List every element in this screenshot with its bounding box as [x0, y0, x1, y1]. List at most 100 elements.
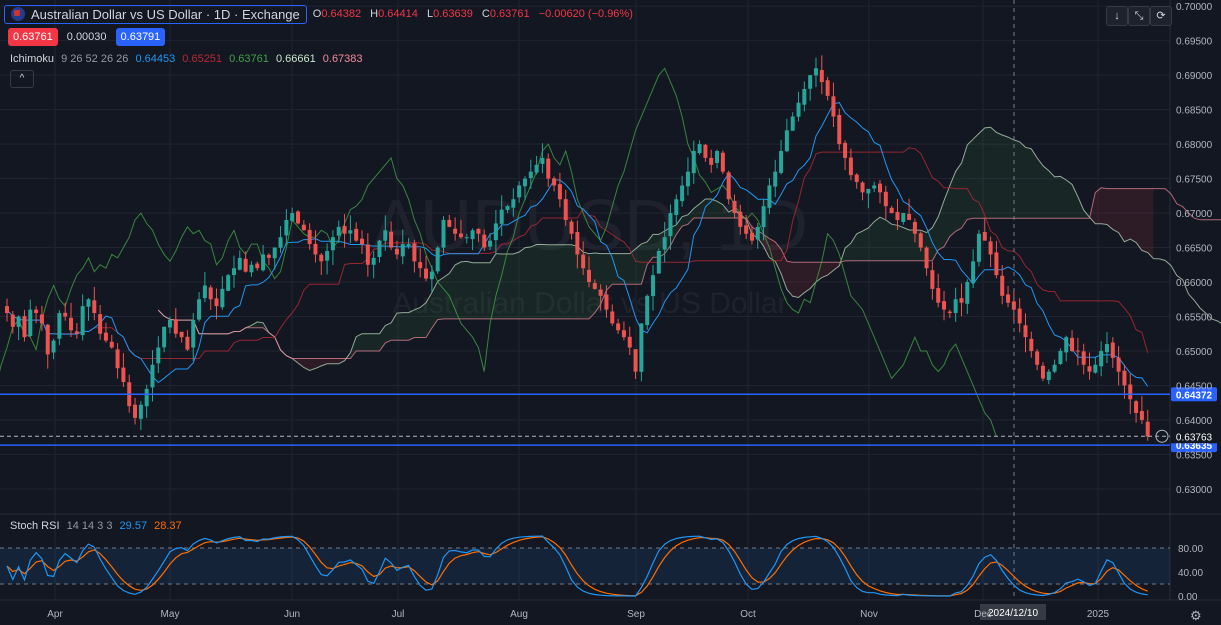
cloud-segment: [519, 247, 525, 319]
cloud-segment: [332, 358, 339, 364]
candle-body: [779, 151, 784, 173]
cloud-segment: [507, 253, 514, 319]
candle-body: [802, 88, 807, 105]
candle-body: [819, 69, 824, 83]
stoch-rsi-legend: Stoch RSI 14 14 3 3 29.57 28.37: [10, 520, 186, 532]
cloud-segment: [868, 221, 875, 261]
candle-body: [336, 226, 341, 236]
candle-body: [895, 212, 900, 220]
candle-body: [325, 250, 330, 261]
candle-body: [587, 269, 591, 283]
time-axis-label: Dec: [974, 609, 992, 620]
buy-button[interactable]: 0.63791: [115, 28, 166, 46]
cloud-segment: [455, 261, 461, 319]
cloud-segment: [996, 132, 1003, 219]
cloud-segment: [856, 231, 863, 261]
candle-body: [854, 174, 859, 183]
candle-body: [1052, 364, 1057, 372]
candle-body: [220, 288, 225, 308]
candle-body: [418, 262, 423, 269]
candle-body: [191, 319, 196, 348]
price-axis-label: 0.65500: [1176, 312, 1213, 323]
price-label-box: [1171, 387, 1217, 402]
last-price-label: 0.63763: [1176, 432, 1213, 443]
candle-body: [522, 178, 527, 187]
candle-body: [458, 233, 463, 238]
refresh-icon[interactable]: ⟳: [1150, 6, 1172, 26]
candle-body: [790, 116, 795, 131]
candle-body: [860, 182, 865, 193]
cloud-segment: [396, 312, 403, 341]
candle-body: [16, 316, 21, 327]
collapse-legend-button[interactable]: ^: [10, 70, 34, 88]
time-axis-label: Jun: [284, 609, 300, 620]
cloud-segment: [548, 244, 555, 319]
candle-body: [1134, 401, 1139, 414]
candle-body: [528, 171, 533, 179]
candle-body: [732, 200, 737, 214]
cloud-segment: [536, 244, 543, 319]
ohlc-open-label: O: [312, 8, 322, 20]
candle-body: [278, 237, 283, 248]
candle-body: [162, 326, 167, 348]
aud-flag-icon: [11, 7, 25, 21]
candle-body: [912, 221, 917, 234]
add-alert-icon: [1155, 429, 1169, 443]
stoch-band: [0, 548, 1170, 584]
cloud-segment: [484, 262, 491, 319]
candle-body: [354, 228, 359, 241]
settings-gear-icon[interactable]: ⚙: [1190, 608, 1202, 623]
cloud-segment: [1141, 188, 1148, 253]
candle-body: [808, 75, 813, 89]
candle-body: [330, 237, 335, 251]
candle-body: [674, 199, 679, 216]
price-axis-label: 0.65000: [1176, 347, 1213, 358]
candle-body: [266, 254, 271, 258]
candle-body: [226, 275, 231, 291]
candle-body: [342, 226, 347, 234]
candle-body: [499, 209, 504, 224]
stoch-rsi-pane: 80.00 40.00 0.00: [0, 535, 1203, 603]
candle-body: [953, 299, 958, 314]
candle-body: [924, 247, 929, 269]
cloud-segment: [1136, 188, 1142, 251]
scroll-down-icon[interactable]: ↓: [1106, 6, 1128, 26]
cloud-segment: [478, 262, 485, 319]
candle-body: [348, 230, 353, 234]
candle-body: [98, 314, 103, 334]
cloud-segment: [978, 127, 985, 219]
candle-body: [69, 317, 74, 331]
candle-body: [668, 213, 673, 237]
candle-body: [10, 314, 15, 327]
candle-body: [1029, 338, 1034, 351]
candle-body: [1070, 337, 1075, 351]
candle-body: [197, 299, 202, 320]
candle-body: [214, 298, 219, 307]
time-axis-label: 2025: [1087, 609, 1110, 620]
cloud-segment: [623, 253, 630, 285]
ohlc-open: 0.64382: [321, 8, 362, 20]
ichimoku-label: Ichimoku: [10, 53, 55, 65]
cloud-segment: [385, 322, 392, 343]
candle-body: [237, 257, 242, 270]
symbol-title-box[interactable]: Australian Dollar vs US Dollar · 1D · Ex…: [4, 4, 307, 24]
cloud-segment: [1025, 147, 1032, 219]
candle-body: [424, 268, 429, 279]
cloud-segment: [676, 216, 683, 235]
cloud-segment: [1008, 137, 1014, 219]
ichimoku-conversion-line: [6, 102, 1149, 387]
sell-button[interactable]: 0.63761: [8, 28, 58, 46]
candle-body: [34, 309, 39, 314]
candle-body: [947, 311, 952, 314]
ichimoku-base-value: 0.65251: [182, 53, 223, 65]
cloud-segment: [1002, 134, 1009, 219]
expand-icon[interactable]: ⤡: [1128, 6, 1150, 26]
spread-value: 0.00030: [66, 31, 107, 43]
candle-body: [1000, 275, 1005, 296]
cloud-segment: [1112, 188, 1119, 233]
candle-body: [738, 211, 743, 227]
candle-body: [133, 404, 138, 418]
cloud-segment: [443, 273, 450, 319]
candle-body: [831, 96, 836, 117]
price-axis-label: 0.69000: [1176, 71, 1213, 82]
